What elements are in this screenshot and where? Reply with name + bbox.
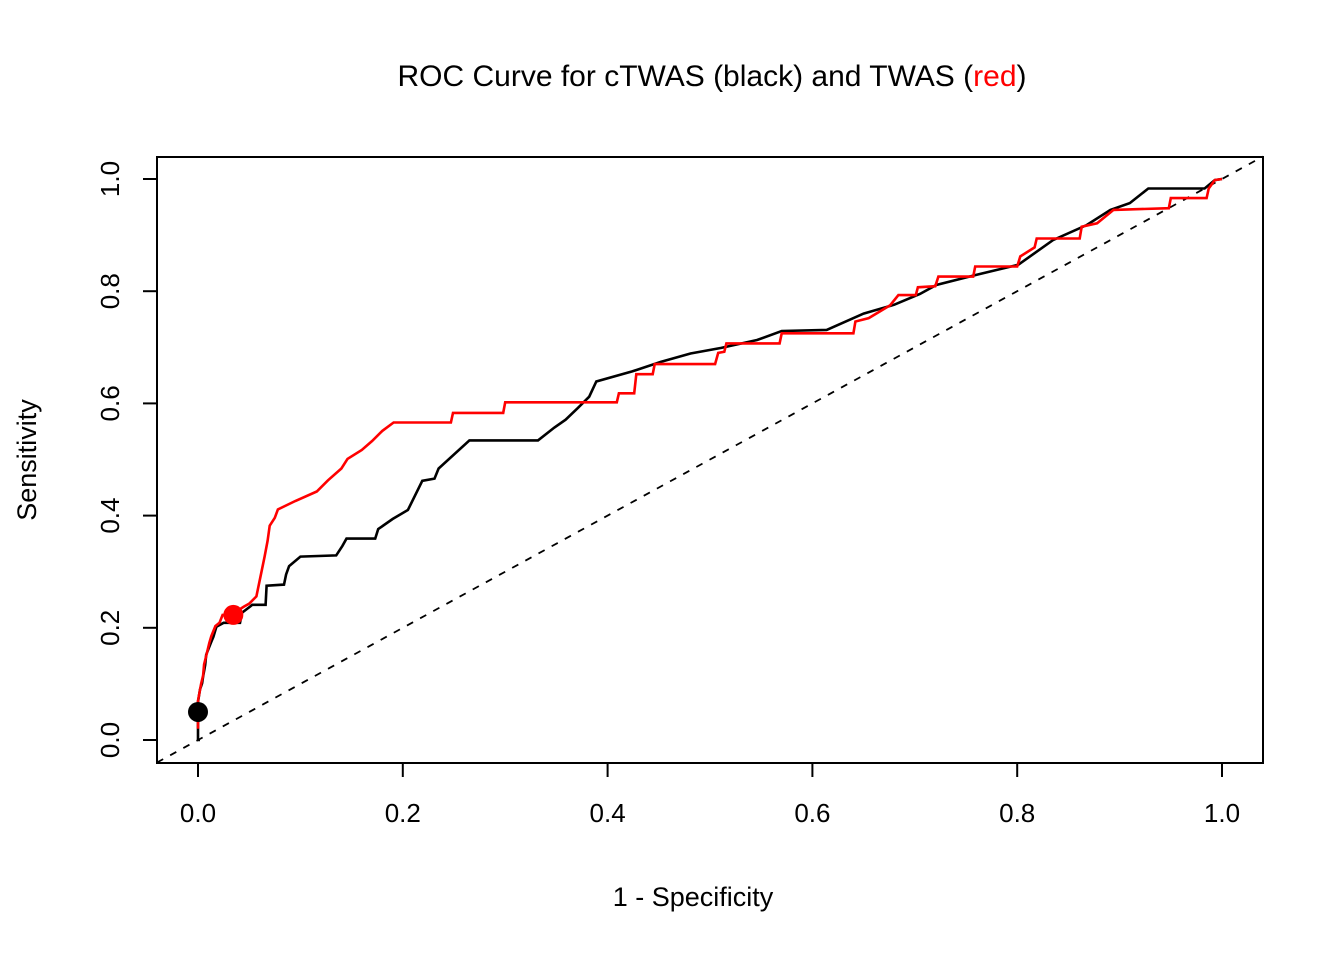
x-axis-tick-label: 0.2 [385, 798, 421, 828]
y-axis-tick-label: 0.6 [95, 385, 125, 421]
plot-box [156, 156, 1264, 764]
diagonal-reference-line [156, 155, 1264, 764]
chart-title-part: ) [1017, 60, 1027, 93]
chart-title: ROC Curve for cTWAS (black) and TWAS (re… [397, 60, 1026, 93]
y-axis-tick-label: 1.0 [95, 161, 125, 197]
y-axis-tick-label: 0.2 [95, 610, 125, 646]
ctwas-threshold-marker [188, 701, 208, 722]
twas-threshold-marker [223, 604, 244, 625]
x-axis-tick-label: 0.0 [180, 798, 216, 828]
y-axis-tick-label: 0.8 [95, 273, 125, 309]
roc-curve-twas [196, 177, 1223, 729]
y-axis-label: Sensitivity [12, 399, 42, 521]
roc-curve-ctwas [196, 177, 1223, 742]
x-axis-tick-label: 0.6 [794, 798, 830, 828]
x-axis-tick-label: 0.4 [590, 798, 626, 828]
x-axis-tick-label: 1.0 [1204, 798, 1240, 828]
chart-title-part: red [973, 60, 1016, 93]
x-axis-tick-label: 0.8 [999, 798, 1035, 828]
y-axis-tick-label: 0.0 [95, 722, 125, 758]
y-axis-tick-label: 0.4 [95, 498, 125, 534]
chart-title-part: ROC Curve for cTWAS (black) and TWAS ( [397, 60, 973, 93]
x-axis-label: 1 - Specificity [613, 882, 774, 912]
